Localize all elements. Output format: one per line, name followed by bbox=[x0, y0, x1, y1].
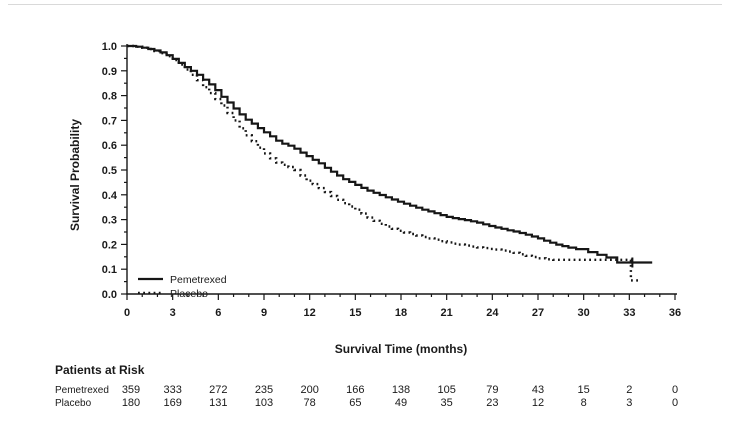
x-axis-title: Survival Time (months) bbox=[335, 342, 467, 356]
patients-at-risk-values: 359 333 272 235 200 166 138 105 79 43 15 2 0 180 169 13… bbox=[122, 384, 678, 409]
x-tick-label: 3 bbox=[170, 307, 176, 319]
y-tick-label: 0.1 bbox=[102, 264, 117, 276]
risk-value: 169 bbox=[163, 397, 181, 409]
x-tick-label: 24 bbox=[486, 307, 499, 319]
risk-value: 359 bbox=[122, 384, 140, 396]
x-tick-label: 0 bbox=[124, 307, 130, 319]
y-axis-title: Survival Probability bbox=[68, 119, 82, 231]
y-tick-label: 0.9 bbox=[102, 66, 117, 78]
y-tick-label: 1.0 bbox=[102, 41, 117, 53]
risk-value: 15 bbox=[578, 384, 590, 396]
risk-value: 12 bbox=[532, 397, 544, 409]
survival-curves bbox=[127, 44, 653, 282]
risk-value: 35 bbox=[441, 397, 453, 409]
risk-row-label-placebo: Placebo bbox=[55, 398, 92, 409]
x-tick-label: 15 bbox=[349, 307, 361, 319]
legend-label-pemetrexed: Pemetrexed bbox=[170, 274, 227, 286]
legend-label-placebo: Placebo bbox=[170, 288, 208, 300]
x-tick-label: 30 bbox=[578, 307, 590, 319]
y-tick-label: 0.8 bbox=[102, 91, 117, 103]
x-tick-label: 27 bbox=[532, 307, 544, 319]
risk-value: 138 bbox=[392, 384, 410, 396]
top-divider bbox=[8, 4, 722, 5]
risk-table-header: Patients at Risk bbox=[55, 363, 145, 377]
risk-value: 166 bbox=[346, 384, 364, 396]
y-tick-label: 0.5 bbox=[102, 165, 117, 177]
x-tick-label: 36 bbox=[669, 307, 681, 319]
risk-value: 0 bbox=[672, 397, 678, 409]
y-tick-label: 0.6 bbox=[102, 140, 117, 152]
curve-pemetrexed bbox=[127, 44, 653, 264]
risk-value: 65 bbox=[349, 397, 361, 409]
risk-value: 103 bbox=[255, 397, 273, 409]
risk-value: 49 bbox=[395, 397, 407, 409]
x-tick-label: 9 bbox=[261, 307, 267, 319]
x-tick-label: 18 bbox=[395, 307, 407, 319]
risk-value: 272 bbox=[209, 384, 227, 396]
x-tick-label: 33 bbox=[623, 307, 635, 319]
axes: 0.00.10.20.30.40.50.60.70.80.91.00 3 6 9 12 1… bbox=[102, 41, 681, 319]
y-tick-label: 0.0 bbox=[102, 289, 117, 301]
risk-value: 43 bbox=[532, 384, 544, 396]
x-tick-label: 12 bbox=[304, 307, 316, 319]
y-tick-label: 0.4 bbox=[102, 190, 118, 202]
patients-at-risk-table: Patients at Risk Pemetrexed Placebo bbox=[55, 363, 145, 409]
risk-row-label-pemetrexed: Pemetrexed bbox=[55, 385, 109, 396]
legend: Pemetrexed Placebo bbox=[138, 274, 227, 300]
risk-value: 0 bbox=[672, 384, 678, 396]
risk-value: 131 bbox=[209, 397, 227, 409]
x-tick-label: 6 bbox=[215, 307, 221, 319]
risk-value: 8 bbox=[581, 397, 587, 409]
risk-value: 180 bbox=[122, 397, 140, 409]
risk-value: 79 bbox=[486, 384, 498, 396]
risk-value: 235 bbox=[255, 384, 273, 396]
risk-value: 23 bbox=[486, 397, 498, 409]
risk-value: 2 bbox=[626, 384, 632, 396]
y-tick-label: 0.7 bbox=[102, 115, 117, 127]
risk-value: 105 bbox=[437, 384, 455, 396]
risk-value: 78 bbox=[304, 397, 316, 409]
y-tick-label: 0.2 bbox=[102, 239, 117, 251]
y-tick-label: 0.3 bbox=[102, 215, 117, 227]
risk-value: 3 bbox=[626, 397, 632, 409]
risk-value: 333 bbox=[163, 384, 181, 396]
risk-value: 200 bbox=[300, 384, 318, 396]
x-tick-label: 21 bbox=[441, 307, 453, 319]
